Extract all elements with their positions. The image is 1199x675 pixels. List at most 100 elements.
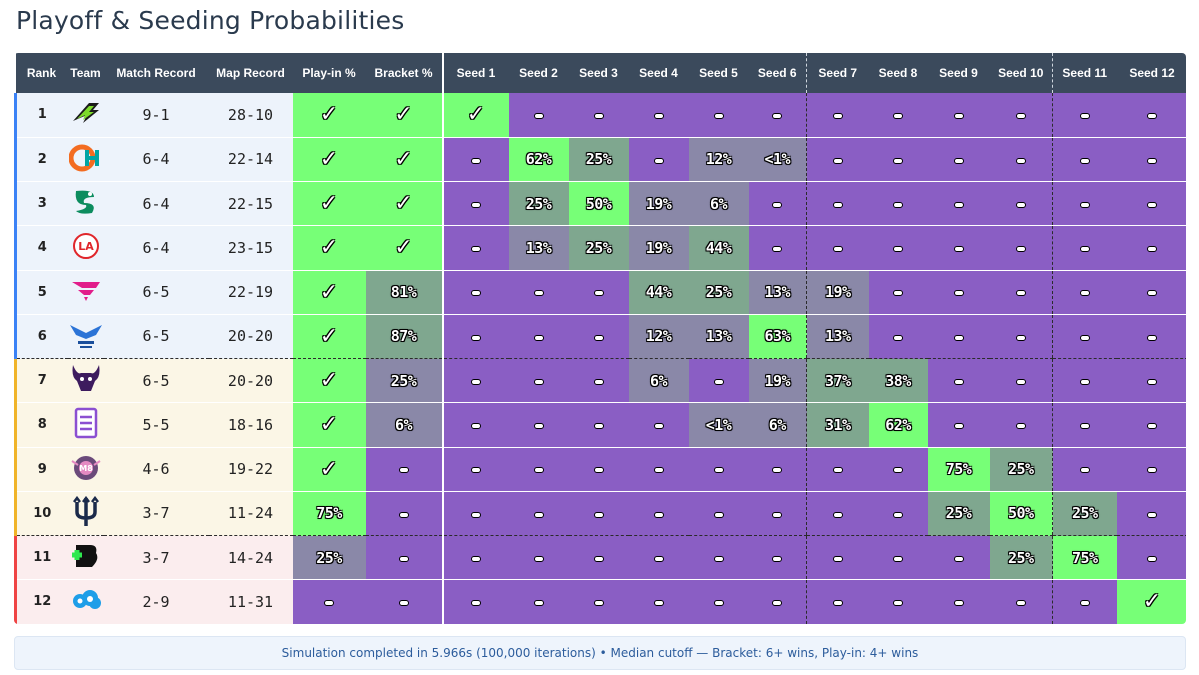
header-seed-10[interactable]: Seed 10 xyxy=(989,53,1053,93)
header-seed-4[interactable]: Seed 4 xyxy=(628,53,689,93)
probability-value: 12% xyxy=(645,327,672,346)
table-row[interactable]: 4 LA 6-423-15 ✓ ✓ – 13% 25% 19% 44% – – – – – – – xyxy=(14,225,1186,271)
dash-icon: – xyxy=(593,423,604,430)
team-cell[interactable] xyxy=(67,270,104,315)
header-seed-8[interactable]: Seed 8 xyxy=(868,53,928,93)
dash-icon: – xyxy=(593,378,604,385)
table-row[interactable]: 3 6-422-15 ✓ ✓ – 25% 50% 19% 6% – – – – – – – xyxy=(14,181,1186,227)
seed-7-cell: 31% xyxy=(806,402,869,448)
rank-cell: 6 xyxy=(14,314,68,360)
page-title: Playoff & Seeding Probabilities xyxy=(16,6,405,35)
probability-value: 25% xyxy=(316,548,342,567)
table-row[interactable]: 10 3-711-24 75% – – – – – – – – – 25% 50% 25% – xyxy=(14,491,1186,537)
header-bracket[interactable]: Bracket % xyxy=(365,53,443,93)
header-seed-9[interactable]: Seed 9 xyxy=(927,53,990,93)
table-row[interactable]: 12 2-911-31 – – – – – – – – – – – – – ✓ xyxy=(14,579,1186,624)
check-icon: ✓ xyxy=(394,102,413,128)
match-record-cell: 6-5 xyxy=(103,270,209,315)
team-cell[interactable] xyxy=(67,137,104,183)
seed-2-cell: – xyxy=(508,270,569,315)
team-cell[interactable] xyxy=(67,358,104,404)
probability-value: 44% xyxy=(705,238,732,257)
dash-icon: – xyxy=(893,600,903,607)
probability-value: 6% xyxy=(394,415,413,434)
dash-icon: – xyxy=(533,467,544,474)
dash-icon: – xyxy=(1015,201,1026,208)
dash-icon: – xyxy=(893,157,903,164)
header-seed-12[interactable]: Seed 12 xyxy=(1116,53,1186,93)
header-seed-11[interactable]: Seed 11 xyxy=(1052,53,1117,93)
check-icon: ✓ xyxy=(394,191,413,217)
dash-icon: – xyxy=(1079,157,1090,164)
dash-icon: – xyxy=(713,467,724,474)
dash-icon: – xyxy=(893,555,903,562)
seed-3-cell: – xyxy=(568,579,629,624)
header-seed-1[interactable]: Seed 1 xyxy=(441,53,509,93)
probability-value: 19% xyxy=(645,194,672,213)
probability-value: 50% xyxy=(585,194,612,213)
table-row[interactable]: 9 M8 4-619-22 ✓ – – – – – – – – – 75% 25% – – xyxy=(14,447,1186,492)
check-icon: ✓ xyxy=(319,102,339,128)
team-cell[interactable] xyxy=(67,491,104,537)
seed-2-cell: – xyxy=(508,447,569,492)
header-seed-2[interactable]: Seed 2 xyxy=(508,53,569,93)
team-cell[interactable] xyxy=(67,314,104,360)
header-match-record[interactable]: Match Record xyxy=(103,53,209,93)
dash-icon: – xyxy=(1079,201,1090,208)
seed-7-cell: – xyxy=(806,225,869,271)
seed-7-cell: 37% xyxy=(806,358,869,404)
seed-2-cell: – xyxy=(508,402,569,448)
match-record-cell: 6-4 xyxy=(103,137,209,183)
seed-6-cell: – xyxy=(748,579,807,624)
header-seed-3[interactable]: Seed 3 xyxy=(568,53,629,93)
dash-icon: – xyxy=(533,511,544,518)
seed-6-cell: – xyxy=(748,225,807,271)
table-row[interactable]: 11 3-714-24 25% – – – – – – – – – – 25% 75% – xyxy=(14,535,1186,581)
rank-cell: 8 xyxy=(14,402,68,448)
header-rank[interactable]: Rank xyxy=(15,53,68,93)
bracket-cell: – xyxy=(365,491,443,537)
check-icon: ✓ xyxy=(319,235,339,261)
table-row[interactable]: 7 6-520-20 ✓ 25% – – – 6% – 19% 37% 38% – – – – xyxy=(14,358,1186,404)
map-record-cell: 20-20 xyxy=(208,314,293,360)
seed-9-cell: 75% xyxy=(927,447,990,492)
table-row[interactable]: 5 6-522-19 ✓ 81% – – – 44% 25% 13% 19% – – – – – xyxy=(14,270,1186,315)
team-cell[interactable] xyxy=(67,579,104,624)
header-seed-7[interactable]: Seed 7 xyxy=(806,53,869,93)
team-cell[interactable]: LA xyxy=(67,225,104,271)
seed-11-cell: – xyxy=(1052,93,1117,138)
seed-12-cell: – xyxy=(1116,447,1186,492)
dash-icon: – xyxy=(1079,246,1090,253)
seed-11-cell: – xyxy=(1052,314,1117,360)
header-seed-6[interactable]: Seed 6 xyxy=(748,53,807,93)
team-cell[interactable]: M8 xyxy=(67,447,104,492)
team-cell[interactable] xyxy=(67,535,104,581)
table-row[interactable]: 8 5-518-16 ✓ 6% – – – – <1% 6% 31% 62% – – – – xyxy=(14,402,1186,448)
seed-3-cell: – xyxy=(568,358,629,404)
header-playin[interactable]: Play-in % xyxy=(292,53,366,93)
seed-11-cell: – xyxy=(1052,358,1117,404)
table-row[interactable]: 2 6-422-14 ✓ ✓ – 62% 25% – 12% <1% – – – – – – xyxy=(14,137,1186,183)
seed-4-cell: – xyxy=(628,93,689,138)
seed-11-cell: – xyxy=(1052,225,1117,271)
seed-3-cell: – xyxy=(568,314,629,360)
header-seed-5[interactable]: Seed 5 xyxy=(688,53,749,93)
header-map-record[interactable]: Map Record xyxy=(208,53,293,93)
seed-6-cell: – xyxy=(748,93,807,138)
playin-cell: ✓ xyxy=(292,181,366,227)
table-row[interactable]: 6 6-520-20 ✓ 87% – – – 12% 13% 63% 13% – – – – – xyxy=(14,314,1186,360)
team-cell[interactable] xyxy=(67,402,104,448)
team-cell[interactable] xyxy=(67,93,104,138)
seed-5-cell: 6% xyxy=(688,181,749,227)
table-row[interactable]: 1 9-128-10 ✓ ✓ ✓ – – – – – – – – – – – xyxy=(14,93,1186,138)
dash-icon: – xyxy=(593,290,604,297)
team-cell[interactable] xyxy=(67,181,104,227)
seed-1-cell: – xyxy=(441,491,509,537)
match-record-cell: 2-9 xyxy=(103,579,209,624)
dash-icon: – xyxy=(832,511,843,518)
probability-value: <1% xyxy=(705,415,732,434)
seed-10-cell: 25% xyxy=(989,535,1053,581)
probability-value: 25% xyxy=(390,371,417,390)
svg-text:M8: M8 xyxy=(79,464,93,473)
header-team[interactable]: Team xyxy=(67,53,104,93)
